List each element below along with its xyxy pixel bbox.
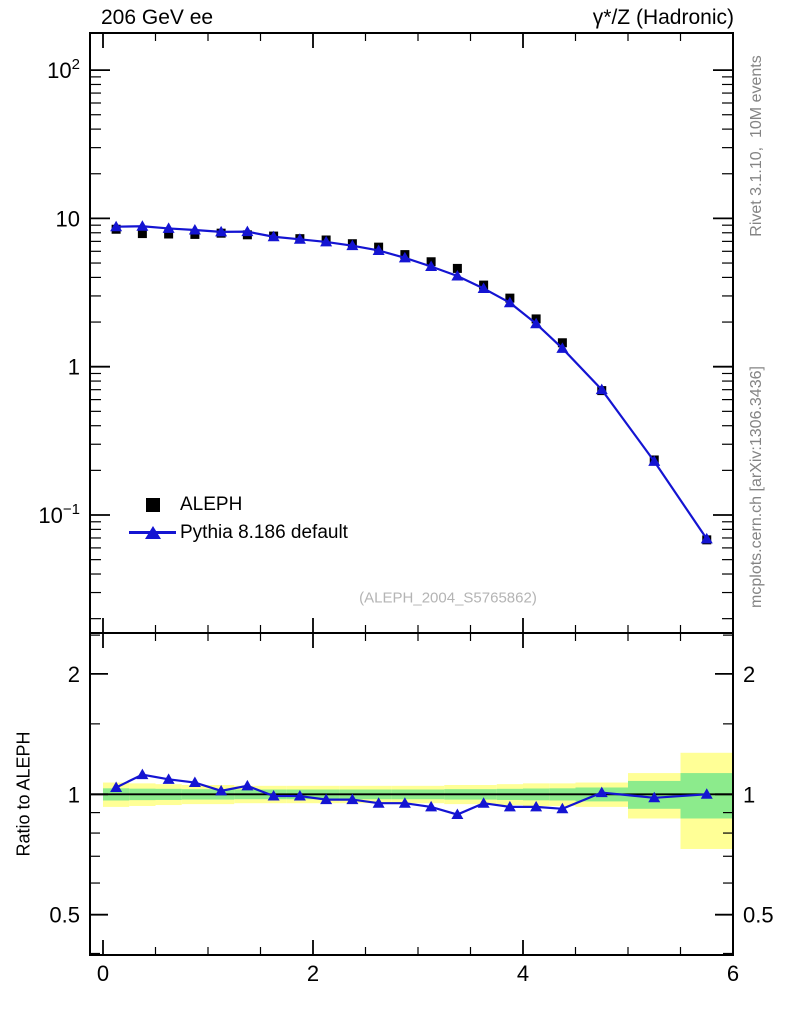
legend-marker-square-icon (146, 498, 160, 512)
pythia-data-point (595, 383, 608, 395)
x-tick-label: 2 (307, 961, 319, 986)
pythia-data-point (425, 260, 438, 271)
legend-marker-triangle-icon (145, 526, 161, 539)
ratio-data-point (451, 808, 464, 820)
pythia-data-point (136, 220, 149, 231)
ratio-y-tick-label: 0.5 (49, 903, 80, 928)
pythia-data-point (320, 235, 333, 247)
pythia-data-point (398, 251, 411, 263)
axis-tick-labels: 0 2 4 6 102 10 1 10−1 2 2 1 1 0.5 0.5 (38, 56, 773, 986)
ratio-y-tick-label: 2 (743, 662, 755, 687)
plot-title-left: 206 GeV ee (101, 6, 214, 29)
pythia-data-point (346, 239, 359, 251)
aleph-data-point (452, 263, 462, 273)
pythia-data-point (293, 233, 306, 244)
watermark: (ALEPH_2004_S5765862) (359, 589, 537, 607)
aleph-data-point (164, 229, 174, 239)
ratio-y-tick-label: 2 (68, 662, 80, 687)
main-y-tick-label: 10−1 (38, 501, 80, 528)
uncertainty-bands (103, 752, 733, 849)
ratio-data-point (241, 779, 254, 791)
pythia-data-point (700, 532, 713, 544)
aleph-data-point (137, 229, 147, 239)
ratio-data-point (215, 784, 228, 796)
pythia-data-point (530, 317, 543, 329)
x-tick-label: 0 (97, 961, 109, 986)
pythia-data-point (372, 244, 385, 255)
pythia-data-point (503, 296, 516, 308)
ratio-y-tick-label: 1 (743, 782, 755, 807)
ratio-data-point (188, 776, 201, 788)
pythia-data-point (451, 269, 464, 281)
ratio-data-point (398, 797, 411, 808)
ratio-data-point (162, 773, 175, 784)
ratio-data-point (477, 797, 490, 808)
ratio-data-point (320, 793, 333, 805)
ratio-data-point (293, 790, 306, 801)
ratio-data-point (595, 786, 608, 798)
ratio-data-point (530, 800, 543, 812)
x-tick-label: 6 (727, 961, 739, 986)
pythia-data-point (648, 455, 661, 466)
ratio-data-point (346, 793, 359, 805)
pythia-data-point (215, 225, 228, 237)
legend-label-pythia: Pythia 8.186 default (180, 522, 348, 543)
ratio-y-tick-label: 0.5 (743, 903, 774, 928)
main-y-tick-label: 10 (56, 206, 80, 231)
ratio-data-point (110, 781, 123, 792)
ratio-data-point (648, 791, 661, 803)
main-y-tick-label: 1 (68, 355, 80, 380)
pythia-data-point (162, 222, 175, 233)
x-tick-label: 4 (517, 961, 529, 986)
pythia-line (116, 225, 708, 540)
ratio-data-point (556, 802, 569, 814)
pythia-data-point (110, 220, 123, 232)
mcplots-arxiv-label: mcplots.cern.ch [arXiv:1306.3436] (748, 366, 765, 608)
pythia-data-point (267, 230, 280, 242)
ratio-y-axis-label: Ratio to ALEPH (13, 731, 34, 857)
main-y-tick-label: 102 (47, 56, 80, 83)
pythia-data-point (188, 224, 201, 235)
ratio-y-tick-label: 1 (68, 782, 80, 807)
axis-ticks (90, 33, 734, 955)
pythia-data-point (556, 342, 569, 353)
pythia-data-point (477, 282, 490, 293)
ratio-data-point (700, 788, 713, 799)
ratio-data-point (425, 800, 438, 812)
legend-label-aleph: ALEPH (180, 494, 243, 515)
rivet-version-label: Rivet 3.1.10, 10M events (748, 55, 765, 237)
ratio-data-point (503, 800, 516, 812)
ratio-data-point (136, 768, 149, 780)
ratio-data-point (372, 797, 385, 808)
data-series (110, 220, 713, 820)
pythia-data-point (241, 225, 254, 237)
ratio-data-point (267, 790, 280, 801)
plot-title-right: γ*/Z (Hadronic) (592, 6, 734, 29)
